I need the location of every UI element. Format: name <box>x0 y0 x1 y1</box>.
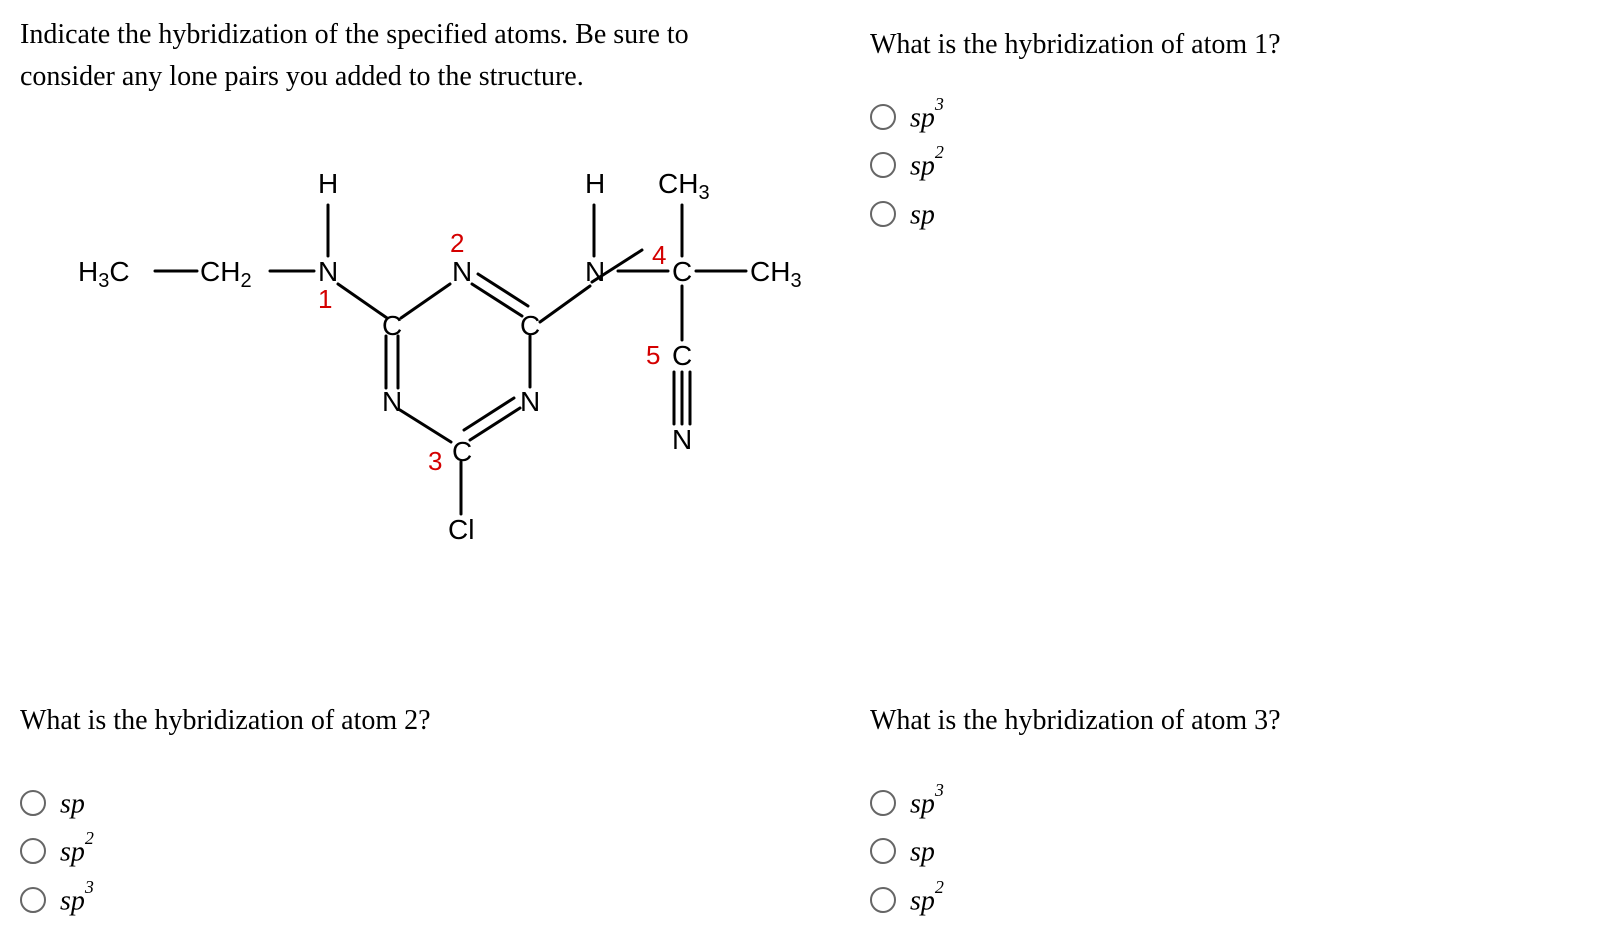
atom-label-5: 5 <box>646 340 660 371</box>
q3-option-3[interactable]: sp2 <box>870 883 1470 917</box>
q1-option-2-label: sp2 <box>910 148 944 182</box>
radio-icon <box>870 152 896 178</box>
q2-option-3[interactable]: sp3 <box>20 883 620 917</box>
q3-prompt: What is the hybridization of atom 3? <box>870 700 1470 742</box>
q2-option-1-label: sp <box>60 786 85 820</box>
intro-line-2: consider any lone pairs you added to the… <box>20 56 820 98</box>
q2-option-1[interactable]: sp <box>20 786 620 820</box>
molecule-structure: H3C CH2 N H C N C Cl N C N N H C CH3 CH3… <box>70 140 870 540</box>
q3-option-1-label: sp3 <box>910 786 944 820</box>
radio-icon <box>870 104 896 130</box>
q1-option-1-label: sp3 <box>910 100 944 134</box>
q1-option-3-label: sp <box>910 197 935 231</box>
intro-line-1: Indicate the hybridization of the specif… <box>20 14 820 56</box>
radio-icon <box>870 790 896 816</box>
q2-option-2-label: sp2 <box>60 834 94 868</box>
q2-option-2[interactable]: sp2 <box>20 834 620 868</box>
radio-icon <box>20 838 46 864</box>
radio-icon <box>870 201 896 227</box>
radio-icon <box>20 887 46 913</box>
q3-option-3-label: sp2 <box>910 883 944 917</box>
atom-label-1: 1 <box>318 284 332 315</box>
q1-option-1[interactable]: sp3 <box>870 100 1470 134</box>
q1-option-2[interactable]: sp2 <box>870 148 1470 182</box>
q3-option-2[interactable]: sp <box>870 834 1470 868</box>
q1-prompt: What is the hybridization of atom 1? <box>870 24 1470 66</box>
radio-icon <box>870 838 896 864</box>
q3-option-1[interactable]: sp3 <box>870 786 1470 820</box>
radio-icon <box>870 887 896 913</box>
radio-icon <box>20 790 46 816</box>
q1-option-3[interactable]: sp <box>870 197 1470 231</box>
q3-option-2-label: sp <box>910 834 935 868</box>
q2-option-3-label: sp3 <box>60 883 94 917</box>
atom-label-2: 2 <box>450 228 464 259</box>
q2-prompt: What is the hybridization of atom 2? <box>20 700 620 742</box>
atom-label-3: 3 <box>428 446 442 477</box>
atom-label-4: 4 <box>652 240 666 271</box>
